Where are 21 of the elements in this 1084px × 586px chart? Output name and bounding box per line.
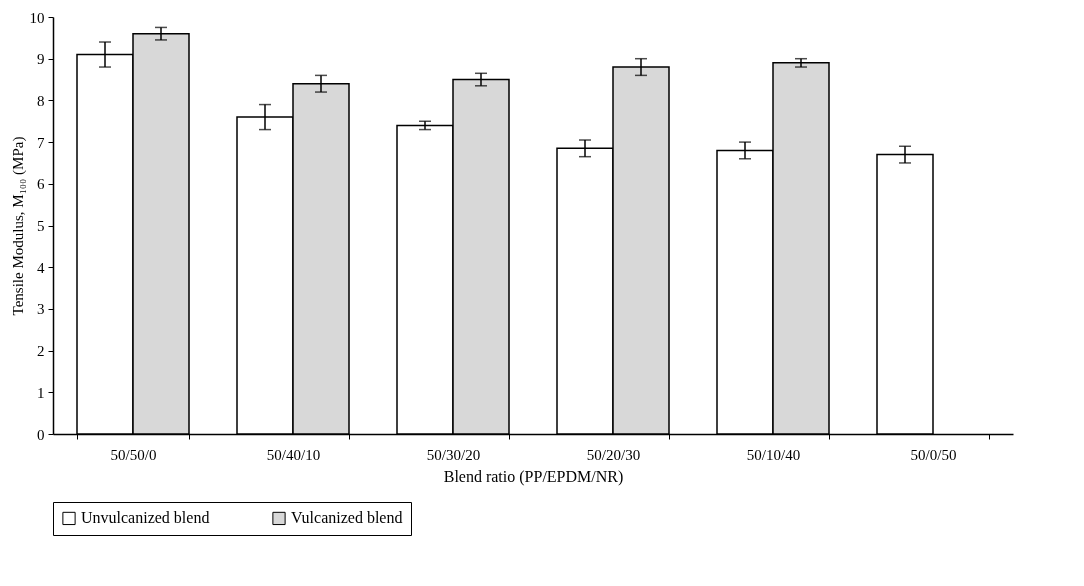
x-tick-label: 50/40/10 [266,446,321,463]
y-tick-label: 8 [37,92,45,109]
x-tick-label: 50/20/30 [586,446,641,463]
y-tick-label: 10 [29,9,45,26]
x-axis-title: Blend ratio (PP/EPDM/NR) [443,467,624,486]
x-tick-label: 50/10/40 [746,446,801,463]
y-tick-label: 7 [37,134,45,151]
y-tick-label: 4 [37,259,45,276]
x-tick-label: 50/30/20 [426,446,481,463]
y-tick-label: 0 [37,426,45,443]
y-tick-label: 1 [37,384,45,401]
y-tick-label: 5 [37,218,45,234]
legend-label: Unvulcanized blend [81,509,210,527]
y-tick-label: 3 [37,301,45,318]
y-tick-label: 9 [37,51,45,68]
y-tick-label: 6 [37,176,45,193]
x-tick-label: 50/0/50 [910,446,957,463]
y-axis-title: Tensile Modulus, M₁₀₀ (MPa) [9,136,27,316]
x-tick-label: 50/50/0 [110,446,157,463]
y-tick-label: 2 [37,343,45,360]
legend-label: Vulcanized blend [291,509,403,527]
